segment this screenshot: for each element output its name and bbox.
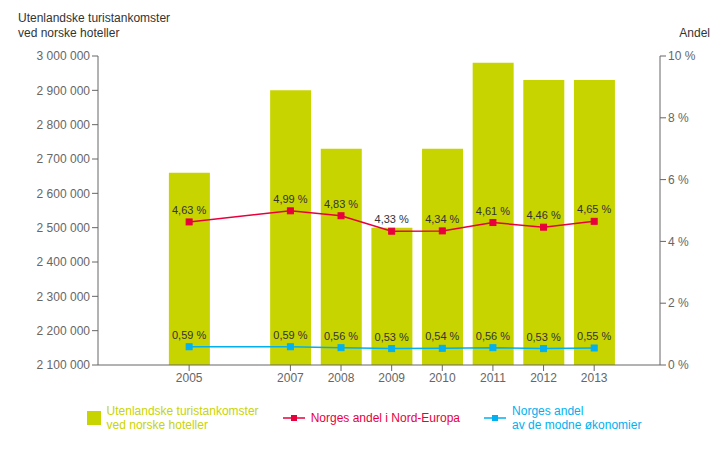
svg-text:2011: 2011 (480, 371, 506, 385)
svg-text:2013: 2013 (581, 371, 608, 385)
svg-text:0,56 %: 0,56 % (324, 330, 358, 342)
svg-text:4,46 %: 4,46 % (526, 209, 560, 221)
svg-text:2 500 000: 2 500 000 (37, 221, 91, 235)
svg-text:0,55 %: 0,55 % (577, 330, 611, 342)
svg-text:4,65 %: 4,65 % (577, 203, 611, 215)
svg-text:2 100 000: 2 100 000 (37, 358, 91, 372)
svg-text:2005: 2005 (176, 371, 203, 385)
svg-text:3 000 000: 3 000 000 (37, 49, 91, 63)
svg-text:4,33 %: 4,33 % (375, 213, 409, 225)
svg-text:2009: 2009 (378, 371, 405, 385)
svg-text:2 800 000: 2 800 000 (37, 118, 91, 132)
svg-text:0 %: 0 % (668, 358, 689, 372)
svg-text:0,59 %: 0,59 % (172, 329, 206, 341)
html-text:Andel: Andel (679, 26, 710, 41)
html-text:Utenlandske turistankomster ve: Utenlandske turistankomster ved norske h… (106, 404, 259, 433)
svg-text:8 %: 8 % (668, 111, 689, 125)
svg-text:10 %: 10 % (668, 49, 696, 63)
svg-text:0,53 %: 0,53 % (526, 331, 560, 343)
svg-text:2 %: 2 % (668, 296, 689, 310)
svg-text:0,54 %: 0,54 % (425, 330, 459, 342)
svg-text:4,83 %: 4,83 % (324, 198, 358, 210)
svg-text:4,61 %: 4,61 % (476, 205, 510, 217)
svg-text:2007: 2007 (277, 371, 304, 385)
svg-text:0,59 %: 0,59 % (273, 329, 307, 341)
svg-text:2008: 2008 (328, 371, 355, 385)
svg-text:4,63 %: 4,63 % (172, 204, 206, 216)
html-text:Norges andel av de modne økono: Norges andel av de modne økonomier (512, 404, 642, 433)
svg-text:4,99 %: 4,99 % (273, 193, 307, 205)
svg-text:6 %: 6 % (668, 173, 689, 187)
svg-text:2 600 000: 2 600 000 (37, 187, 91, 201)
svg-text:2012: 2012 (530, 371, 557, 385)
svg-text:2 900 000: 2 900 000 (37, 84, 91, 98)
html-text:Norges andel i Nord-Europa: Norges andel i Nord-Europa (310, 411, 460, 426)
svg-text:4 %: 4 % (668, 235, 689, 249)
svg-text:2 300 000: 2 300 000 (37, 290, 91, 304)
svg-text:2 200 000: 2 200 000 (37, 324, 91, 338)
svg-text:2010: 2010 (429, 371, 456, 385)
html-text:Utenlandske turistankomster ve: Utenlandske turistankomster ved norske h… (18, 10, 171, 41)
svg-text:2 400 000: 2 400 000 (37, 255, 91, 269)
svg-text:2 700 000: 2 700 000 (37, 152, 91, 166)
svg-text:0,56 %: 0,56 % (476, 330, 510, 342)
svg-text:0,53 %: 0,53 % (375, 331, 409, 343)
svg-text:4,34 %: 4,34 % (425, 213, 459, 225)
